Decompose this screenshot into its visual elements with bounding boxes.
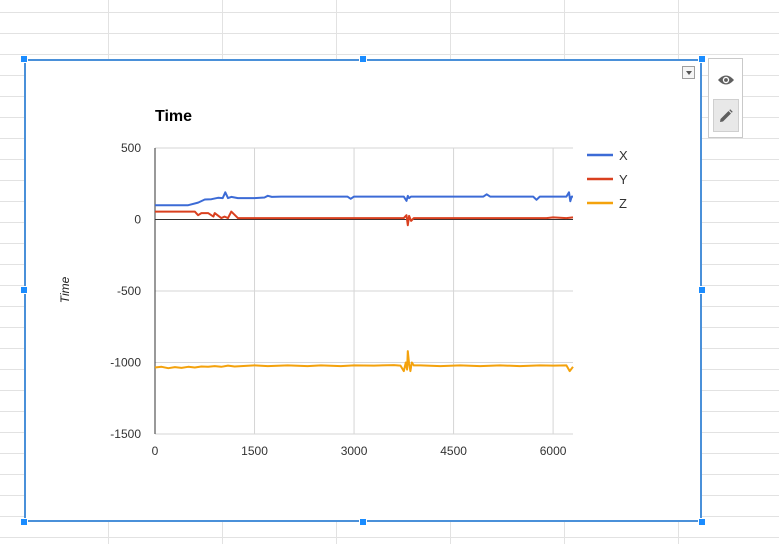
resize-handle-bottom[interactable]	[359, 518, 367, 526]
view-button[interactable]	[713, 63, 739, 96]
x-tick-label: 6000	[540, 444, 567, 458]
y-tick-label: -1000	[110, 356, 141, 370]
y-tick-label: -500	[117, 284, 141, 298]
pencil-icon	[720, 108, 733, 122]
axis-layer	[154, 148, 573, 434]
grid-layer	[155, 147, 573, 435]
series-line-z	[154, 350, 574, 373]
resize-handle-bottom-right[interactable]	[698, 518, 706, 526]
edit-button[interactable]	[713, 99, 739, 132]
series-lines	[154, 191, 574, 373]
legend-label-y: Y	[619, 172, 628, 187]
chevron-down-icon	[685, 70, 692, 75]
y-axis-label: Time	[58, 276, 72, 303]
resize-handle-left[interactable]	[20, 286, 28, 294]
chart-menu-dropdown[interactable]	[682, 66, 695, 79]
tick-labels: 500 0 -500 -1000 -1500 0 1500 3000 4500 6000	[110, 141, 566, 458]
x-tick-label: 1500	[241, 444, 268, 458]
y-tick-label: 500	[121, 141, 141, 155]
resize-handle-top-right[interactable]	[698, 55, 706, 63]
y-tick-label: -1500	[110, 427, 141, 441]
resize-handle-right[interactable]	[698, 286, 706, 294]
legend-label-z: Z	[619, 196, 627, 211]
chart-title: Time	[155, 108, 192, 125]
series-line-y	[155, 210, 574, 227]
resize-handle-bottom-left[interactable]	[20, 518, 28, 526]
chart-legend: XYZ	[587, 148, 628, 211]
x-tick-label: 0	[152, 444, 159, 458]
y-tick-label: 0	[134, 213, 141, 227]
resize-handle-top-left[interactable]	[20, 55, 28, 63]
x-tick-label: 3000	[341, 444, 368, 458]
legend-label-x: X	[619, 148, 628, 163]
chart-side-toolbar	[708, 58, 743, 138]
eye-icon	[718, 75, 734, 84]
x-tick-label: 4500	[440, 444, 467, 458]
series-line-x	[155, 191, 573, 207]
resize-handle-top[interactable]	[359, 55, 367, 63]
